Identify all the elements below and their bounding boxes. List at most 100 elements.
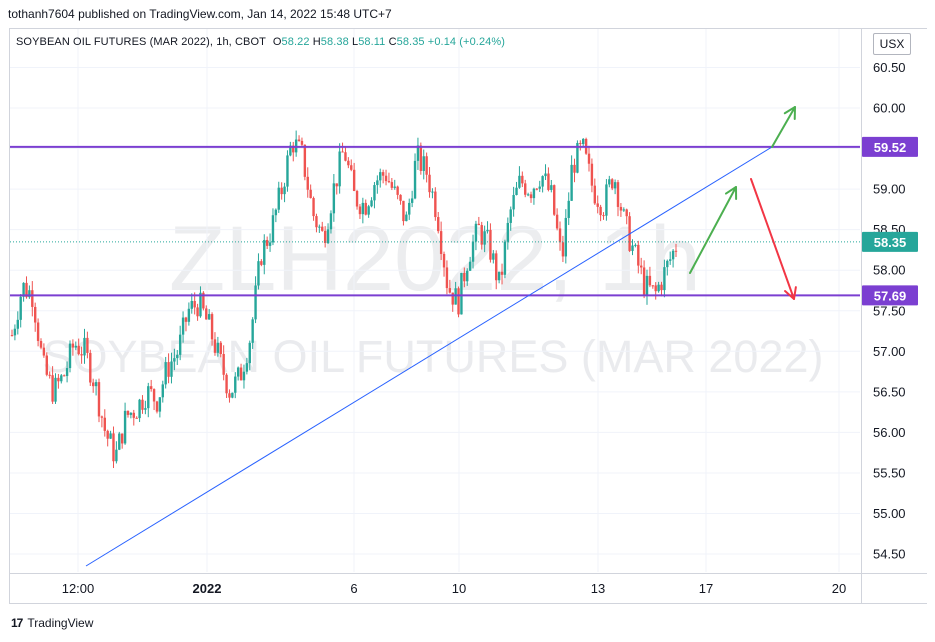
candle-body xyxy=(434,191,437,218)
candle-body xyxy=(120,433,124,444)
candle-body xyxy=(512,194,515,210)
candle-body xyxy=(379,172,382,181)
candle-body xyxy=(550,185,553,190)
candle-body xyxy=(25,282,28,298)
tradingview-brand: TradingView xyxy=(27,616,94,630)
time-axis-border xyxy=(9,573,927,574)
candle-body xyxy=(526,194,530,196)
candle-body xyxy=(318,226,321,228)
candle-body xyxy=(535,188,539,190)
candle-body xyxy=(251,319,254,343)
candle-body xyxy=(300,140,304,145)
legend-low: 58.11 xyxy=(358,36,386,48)
candle-body xyxy=(445,267,449,289)
candle-body xyxy=(123,410,127,444)
candle-body xyxy=(344,152,347,161)
candle-body xyxy=(135,417,138,419)
price-labels: 59.52 58.35 57.69 xyxy=(862,136,918,306)
arrow-up-bounce xyxy=(689,186,738,274)
arrow-shaft xyxy=(750,178,795,300)
candle-body xyxy=(60,375,63,382)
candle-body xyxy=(567,200,570,218)
candle-body xyxy=(94,382,98,387)
candle-body xyxy=(425,156,428,175)
candle-body xyxy=(497,271,501,281)
candle-body xyxy=(555,214,559,229)
candle-body xyxy=(564,217,568,257)
candle-body xyxy=(132,412,135,418)
candle-body xyxy=(642,267,646,296)
currency-button[interactable]: USX xyxy=(873,33,911,55)
candle-body xyxy=(297,139,301,141)
candle-body xyxy=(254,285,257,320)
candle-body xyxy=(674,250,678,252)
candle-body xyxy=(367,206,370,215)
candle-body xyxy=(576,142,579,173)
candle-body xyxy=(184,317,188,322)
candle-body xyxy=(315,216,318,228)
time-tick-label: 6 xyxy=(350,581,357,596)
candle-body xyxy=(321,226,324,231)
candle-body xyxy=(312,198,315,217)
time-tick-label: 2022 xyxy=(193,581,222,596)
candle-body xyxy=(178,334,182,355)
candle-body xyxy=(193,300,196,308)
time-tick-label: 17 xyxy=(699,581,713,596)
candle-body xyxy=(544,173,547,177)
price-label-current-box xyxy=(862,231,918,252)
candle-body xyxy=(42,347,46,356)
candle-body xyxy=(358,206,362,215)
candle-body xyxy=(422,156,425,171)
candle-body xyxy=(138,399,141,419)
price-tick-label: 56.50 xyxy=(873,384,906,399)
candle-body xyxy=(31,290,34,307)
candle-body xyxy=(289,145,292,156)
candle-body xyxy=(205,308,208,320)
candle-body xyxy=(236,367,240,377)
candle-body xyxy=(71,343,75,348)
candle-body xyxy=(245,363,249,372)
candle-body xyxy=(239,367,243,381)
candle-body xyxy=(155,401,159,412)
tradingview-logo[interactable]: 17 TradingView xyxy=(11,616,93,630)
candle-body xyxy=(657,284,660,292)
candle-body xyxy=(51,375,54,402)
candle-body xyxy=(529,194,533,199)
candle-body xyxy=(303,144,307,177)
candle-body xyxy=(39,340,43,348)
time-axis[interactable]: 12:00 2022 6 10 13 17 20 xyxy=(62,581,847,596)
candle-body xyxy=(202,292,205,309)
candle-body xyxy=(474,223,478,242)
candle-body xyxy=(486,229,489,232)
candle-body xyxy=(126,410,130,415)
candle-body xyxy=(599,206,602,216)
price-tick-label: 60.50 xyxy=(873,60,906,75)
candle-body xyxy=(492,253,495,260)
candle-body xyxy=(387,181,391,183)
legend: SOYBEAN OIL FUTURES (MAR 2022), 1h, CBOT… xyxy=(16,36,505,48)
legend-symbol: SOYBEAN OIL FUTURES (MAR 2022), 1h, CBOT xyxy=(16,36,266,48)
price-tick-label: 60.00 xyxy=(873,101,906,116)
arrow-shaft xyxy=(689,186,737,274)
legend-high: 58.38 xyxy=(320,36,349,48)
candle-body xyxy=(640,265,643,268)
candle-body xyxy=(263,239,266,265)
candle-body xyxy=(518,175,521,188)
candle-body xyxy=(65,368,69,377)
trendline xyxy=(85,146,773,567)
tradingview-mark-icon: 17 xyxy=(11,616,23,630)
candle-body xyxy=(466,270,469,282)
arrow-up-breakout xyxy=(771,106,796,148)
legend-close-label: C xyxy=(388,36,397,48)
candle-body xyxy=(582,138,585,145)
candle-body xyxy=(28,290,31,298)
candle-body xyxy=(326,229,330,244)
candle-body xyxy=(663,267,666,291)
drawings xyxy=(10,106,860,567)
price-axis[interactable]: 54.50 55.00 55.50 56.00 56.50 57.00 57.50 58.00… xyxy=(873,60,906,562)
candle-body xyxy=(416,145,420,161)
candle-body xyxy=(352,169,356,191)
candle-body xyxy=(129,412,133,415)
candle-body xyxy=(361,202,365,215)
